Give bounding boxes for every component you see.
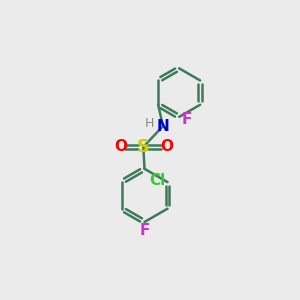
Text: F: F bbox=[182, 112, 192, 127]
Text: Cl: Cl bbox=[150, 173, 166, 188]
Text: F: F bbox=[139, 223, 150, 238]
Text: O: O bbox=[160, 140, 173, 154]
Text: O: O bbox=[114, 140, 127, 154]
Text: H: H bbox=[144, 117, 154, 130]
Text: N: N bbox=[157, 118, 169, 134]
Text: S: S bbox=[137, 138, 150, 156]
